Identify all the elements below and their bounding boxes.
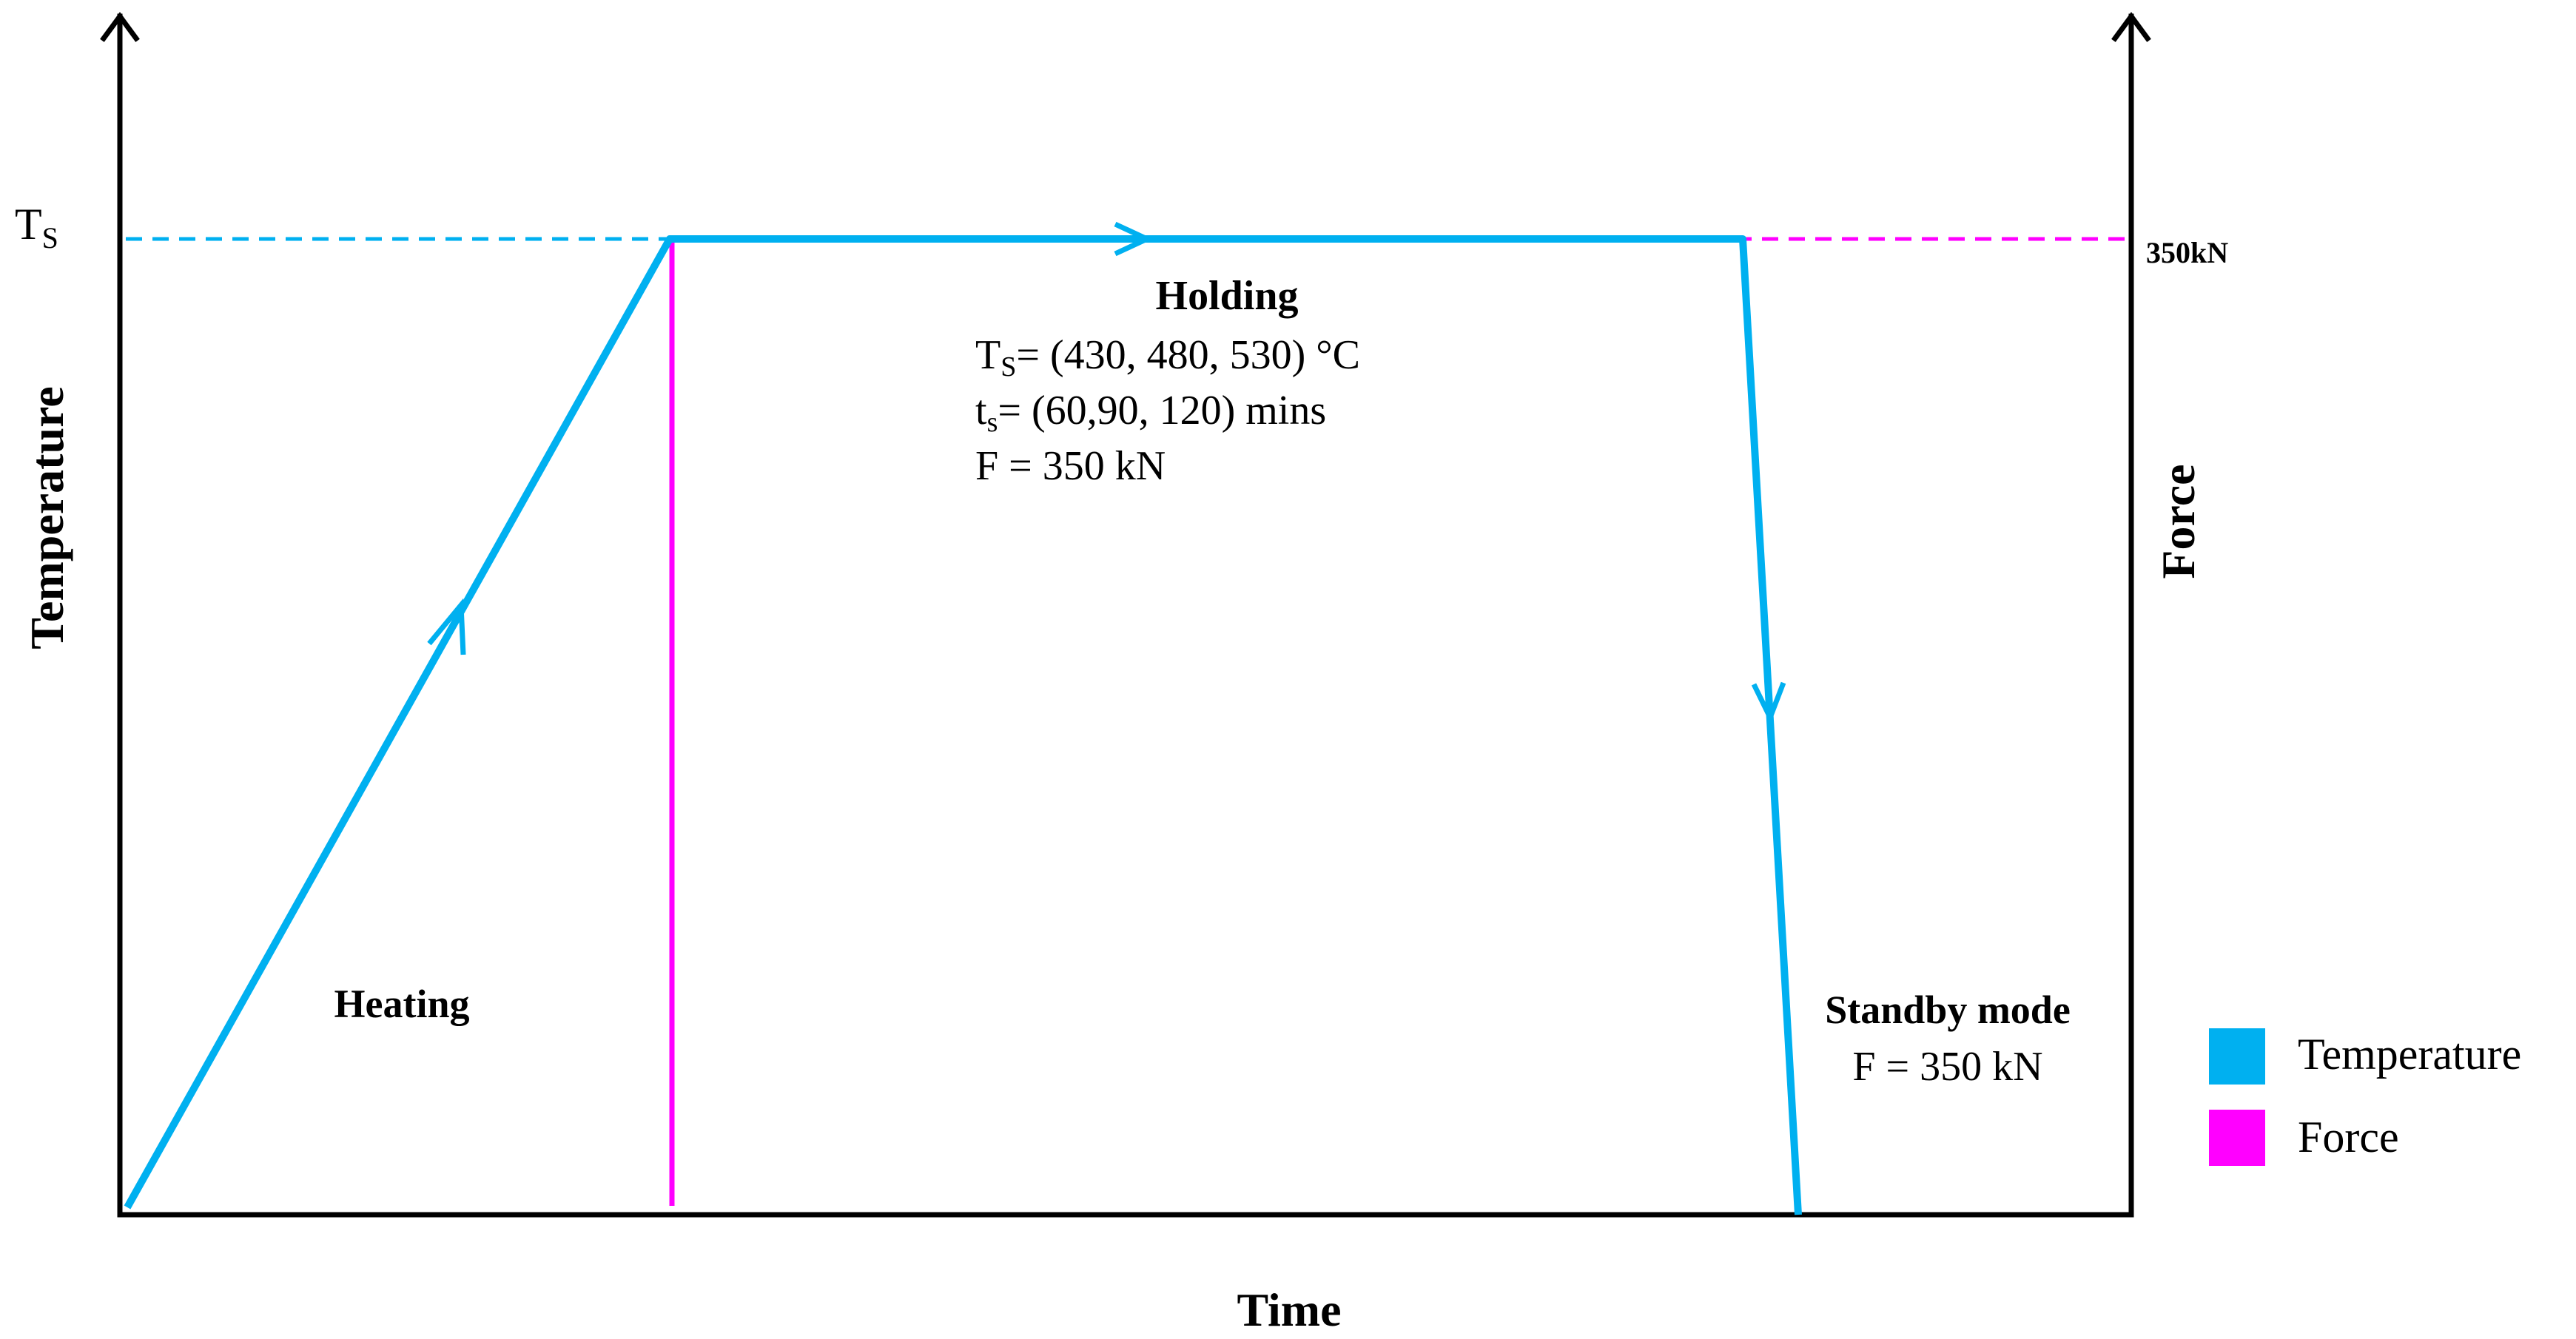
axes — [100, 12, 2151, 1218]
force-axis-title: Force — [2152, 464, 2205, 579]
holding-arrow-icon — [1114, 221, 1154, 257]
legend-label-force: Force — [2298, 1113, 2399, 1161]
holding-time-value: = (60,90, 120) mins — [998, 388, 1326, 434]
holding-title: Holding — [1156, 273, 1299, 319]
holding-ts-main: T — [975, 332, 1001, 378]
holding-temperature-line: TS= (430, 480, 530) °C — [975, 332, 1360, 382]
legend-label-temperature: Temperature — [2298, 1030, 2521, 1079]
temperature-axis-title: Temperature — [21, 386, 73, 650]
legend-swatch-temperature — [2209, 1028, 2265, 1085]
holding-time-sub: s — [987, 407, 998, 438]
left-axis-arrowhead — [100, 12, 140, 42]
ts-tick-label: TS — [15, 200, 58, 254]
legend: Temperature Force — [2209, 1028, 2521, 1166]
standby-title: Standby mode — [1825, 988, 2071, 1032]
ts-tick-sub: S — [42, 221, 58, 254]
right-axis-arrowhead — [2111, 12, 2151, 42]
heating-arrow-icon — [427, 598, 466, 655]
holding-time-main: t — [975, 388, 987, 434]
cooling-arrow-icon — [1751, 681, 1786, 724]
time-axis-title: Time — [1237, 1284, 1341, 1336]
standby-force-line: F = 350 kN — [1852, 1044, 2042, 1090]
holding-force-line: F = 350 kN — [975, 443, 1166, 489]
holding-ts-sub: S — [1001, 351, 1016, 382]
holding-time-line: ts= (60,90, 120) mins — [975, 388, 1326, 438]
legend-swatch-force — [2209, 1110, 2265, 1166]
svg-text:TS: TS — [15, 200, 58, 254]
heating-label: Heating — [334, 982, 470, 1026]
holding-ts-value: = (430, 480, 530) °C — [1016, 332, 1360, 378]
ts-tick-main: T — [15, 200, 42, 249]
temperature-profile — [124, 235, 1802, 1215]
force-tick-label: 350kN — [2146, 236, 2228, 269]
